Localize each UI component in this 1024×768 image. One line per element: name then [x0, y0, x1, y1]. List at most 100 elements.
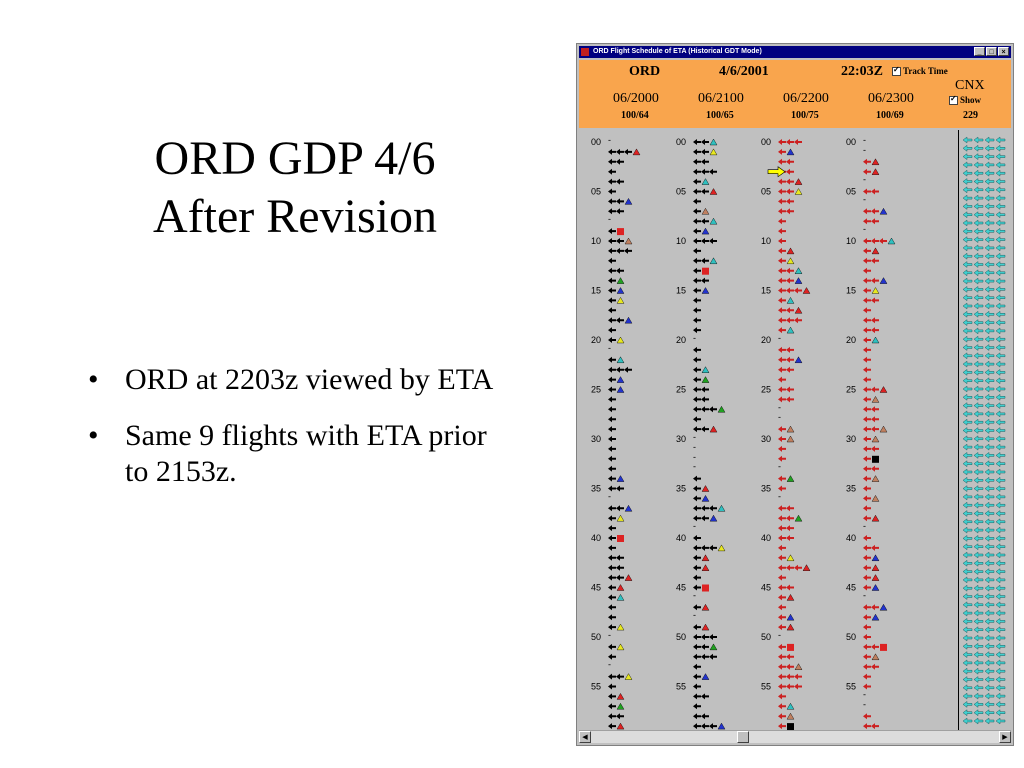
cnx-flight-icon[interactable] [962, 709, 973, 717]
cnx-flight-icon[interactable] [973, 634, 984, 642]
triangle-icon[interactable] [794, 267, 803, 274]
left-arrow-icon[interactable] [778, 228, 786, 235]
left-arrow-icon[interactable] [871, 426, 879, 433]
cnx-flight-icon[interactable] [962, 327, 973, 335]
cnx-flight-icon[interactable] [962, 335, 973, 343]
left-arrow-icon[interactable] [871, 445, 879, 452]
cnx-flight-icon[interactable] [973, 377, 984, 385]
cnx-flight-icon[interactable] [973, 285, 984, 293]
cnx-flight-icon[interactable] [973, 244, 984, 252]
cnx-flight-icon[interactable] [984, 667, 995, 675]
cnx-flight-icon[interactable] [962, 202, 973, 210]
triangle-icon[interactable] [786, 425, 795, 433]
cnx-flight-icon[interactable] [995, 700, 1006, 708]
cnx-flight-icon[interactable] [984, 136, 995, 144]
cnx-flight-icon[interactable] [995, 194, 1006, 202]
cnx-flight-icon[interactable] [995, 617, 1006, 625]
left-arrow-icon[interactable] [701, 386, 709, 393]
triangle-icon[interactable] [871, 613, 880, 621]
left-arrow-icon[interactable] [701, 505, 709, 512]
horizontal-scrollbar[interactable]: ◀ ▶ [579, 730, 1011, 743]
left-arrow-icon[interactable] [863, 683, 871, 690]
triangle-icon[interactable] [709, 257, 718, 265]
left-arrow-icon[interactable] [608, 317, 616, 324]
left-arrow-icon[interactable] [701, 544, 709, 551]
left-arrow-icon[interactable] [693, 396, 701, 403]
cnx-flight-icon[interactable] [973, 261, 984, 268]
cnx-flight-icon[interactable] [995, 609, 1006, 617]
triangle-icon[interactable] [717, 504, 726, 512]
left-arrow-icon[interactable] [778, 426, 786, 433]
cnx-flight-icon[interactable] [962, 418, 973, 426]
left-arrow-icon[interactable] [608, 356, 616, 363]
cnx-flight-icon[interactable] [962, 518, 973, 526]
left-arrow-icon[interactable] [794, 564, 802, 571]
left-arrow-icon[interactable] [608, 396, 616, 403]
triangle-icon[interactable] [709, 148, 718, 156]
cnx-flight-icon[interactable] [995, 252, 1006, 260]
triangle-icon[interactable] [871, 336, 880, 344]
cnx-flight-icon[interactable] [962, 700, 973, 708]
left-arrow-icon[interactable] [778, 188, 786, 195]
cnx-flight-icon[interactable] [995, 659, 1006, 667]
cnx-flight-icon[interactable] [973, 510, 984, 517]
left-arrow-icon[interactable] [778, 535, 786, 541]
cnx-flight-icon[interactable] [962, 244, 973, 252]
left-arrow-icon[interactable] [786, 158, 794, 165]
left-arrow-icon[interactable] [863, 634, 871, 640]
cnx-flight-icon[interactable] [962, 501, 973, 509]
cnx-flight-icon[interactable] [984, 534, 995, 542]
left-arrow-icon[interactable] [778, 614, 786, 621]
cnx-flight-icon[interactable] [962, 667, 973, 675]
cnx-flight-icon[interactable] [984, 393, 995, 401]
triangle-icon[interactable] [871, 584, 880, 591]
left-arrow-icon[interactable] [778, 287, 786, 294]
cnx-flight-icon[interactable] [962, 717, 973, 725]
left-arrow-icon[interactable] [701, 188, 709, 195]
left-arrow-icon[interactable] [863, 277, 871, 284]
left-arrow-icon[interactable] [693, 317, 701, 324]
left-arrow-icon[interactable] [863, 515, 871, 522]
left-arrow-icon[interactable] [693, 386, 701, 393]
cnx-flight-icon[interactable] [995, 443, 1006, 451]
triangle-icon[interactable] [879, 386, 888, 393]
left-arrow-icon[interactable] [709, 406, 717, 413]
triangle-icon[interactable] [624, 574, 633, 581]
cnx-flight-icon[interactable] [962, 153, 973, 161]
left-arrow-icon[interactable] [863, 584, 871, 591]
left-arrow-icon[interactable] [778, 346, 786, 353]
left-arrow-icon[interactable] [863, 723, 871, 730]
left-arrow-icon[interactable] [778, 148, 786, 155]
left-arrow-icon[interactable] [778, 198, 786, 205]
left-arrow-icon[interactable] [863, 356, 871, 363]
cnx-flight-icon[interactable] [962, 568, 973, 576]
triangle-icon[interactable] [701, 287, 710, 294]
cnx-flight-icon[interactable] [962, 302, 973, 310]
left-arrow-icon[interactable] [863, 713, 871, 720]
left-arrow-icon[interactable] [616, 208, 624, 215]
triangle-icon[interactable] [794, 178, 803, 185]
left-arrow-icon[interactable] [863, 406, 871, 413]
cnx-flight-icon[interactable] [984, 352, 995, 360]
cnx-flight-icon[interactable] [984, 261, 995, 268]
cnx-flight-icon[interactable] [984, 559, 995, 567]
cnx-flight-icon[interactable] [962, 485, 973, 493]
triangle-icon[interactable] [786, 613, 795, 621]
close-button[interactable]: × [998, 47, 1009, 56]
left-arrow-icon[interactable] [778, 455, 786, 462]
left-arrow-icon[interactable] [693, 535, 701, 541]
cnx-flight-icon[interactable] [995, 202, 1006, 210]
cnx-flight-icon[interactable] [962, 310, 973, 318]
triangle-icon[interactable] [786, 702, 795, 710]
left-arrow-icon[interactable] [608, 366, 616, 373]
cnx-flight-icon[interactable] [984, 568, 995, 576]
cnx-flight-icon[interactable] [962, 360, 973, 368]
left-arrow-icon[interactable] [693, 495, 701, 502]
left-arrow-icon[interactable] [778, 297, 786, 304]
cnx-flight-icon[interactable] [984, 642, 995, 650]
cnx-flight-icon[interactable] [984, 169, 995, 177]
cnx-flight-icon[interactable] [995, 285, 1006, 293]
triangle-icon[interactable] [879, 207, 888, 215]
left-arrow-icon[interactable] [786, 287, 794, 294]
left-arrow-icon[interactable] [786, 673, 794, 680]
